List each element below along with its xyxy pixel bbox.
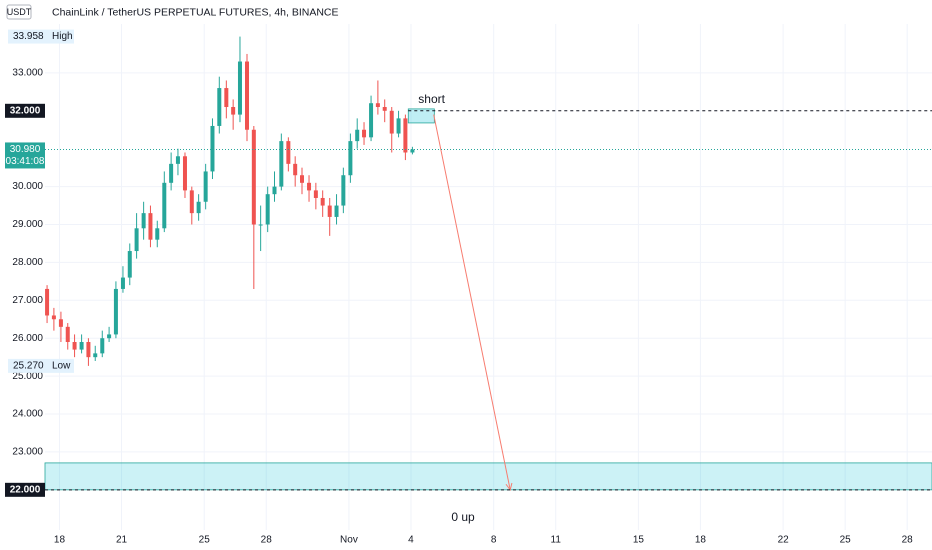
extreme-value: 33.958 [13, 31, 44, 42]
candle-body [382, 107, 387, 111]
extreme-text: High [52, 31, 73, 42]
extreme-value: 25.270 [13, 361, 44, 372]
y-tick-label: 24.000 [12, 409, 43, 420]
x-tick-label: 11 [551, 535, 562, 546]
y-tick-label: 23.000 [12, 447, 43, 458]
candle-body [410, 149, 415, 153]
candle-body [100, 338, 105, 354]
level-label-box [5, 482, 45, 497]
x-tick-label: 18 [695, 535, 707, 546]
candle-body [182, 156, 187, 191]
candle-body [348, 141, 353, 176]
candle-body [189, 190, 194, 214]
candle-body [162, 182, 167, 229]
candle-body [210, 125, 215, 172]
candle-body [65, 326, 70, 343]
candle-body [231, 107, 236, 115]
short-label: short [418, 92, 445, 106]
candle-body [396, 118, 401, 134]
candle-body [293, 163, 298, 176]
level-label: 22.000 [10, 484, 41, 495]
candle-body [375, 103, 380, 108]
note: 0 up [451, 510, 475, 524]
y-tick-label: 29.000 [12, 219, 43, 230]
x-tick-label: Nov [340, 535, 358, 546]
candle-body [313, 190, 318, 198]
candle-body [141, 213, 146, 229]
last-price-box [5, 142, 45, 169]
candle-body [45, 288, 50, 316]
candle-body [286, 141, 291, 164]
x-tick-label: 8 [491, 535, 497, 546]
x-tick-label: 25 [840, 535, 852, 546]
candle-body [107, 334, 112, 339]
candle-body [134, 228, 139, 252]
candle-body [258, 224, 263, 226]
candle-body [196, 201, 201, 214]
candle-body [58, 319, 63, 327]
candle-body [265, 194, 270, 225]
candle-body [169, 163, 174, 183]
candle-body [217, 88, 222, 126]
candle-body [389, 110, 394, 134]
x-tick-label: 21 [116, 535, 128, 546]
candle-body [175, 156, 180, 164]
extreme-text: Low [52, 361, 71, 372]
candle-body [300, 175, 305, 183]
y-tick-label: 27.000 [12, 295, 43, 306]
candle-body [120, 277, 125, 289]
candle-body [148, 213, 153, 240]
level-label-box [5, 103, 45, 118]
chart-title: ChainLink / TetherUS PERPETUAL FUTURES, … [52, 6, 339, 18]
candle-body [355, 129, 360, 142]
symbol-badge: USDT [7, 7, 32, 17]
x-tick-label: 4 [408, 535, 414, 546]
candle-body [334, 205, 339, 217]
candle-body [245, 61, 250, 130]
extreme-box [8, 29, 74, 44]
candle-body [369, 103, 374, 138]
candle-body [272, 186, 277, 195]
candle-body [72, 342, 77, 350]
candle-body [341, 175, 346, 206]
candle-body [86, 342, 91, 358]
candle-body [127, 251, 132, 278]
x-tick-label: 22 [778, 535, 790, 546]
candle-body [307, 182, 312, 191]
y-tick-label: 30.000 [12, 181, 43, 192]
arrow-head [505, 482, 513, 491]
candle-body [327, 205, 332, 217]
candle-body [279, 141, 284, 187]
target-zone [44, 462, 932, 491]
candle-body [362, 129, 367, 138]
candle-body [51, 315, 56, 320]
extreme-box [8, 358, 74, 373]
candle-body [155, 228, 160, 240]
candle-body [113, 288, 118, 335]
candle-body [79, 342, 84, 350]
y-tick-label: 25.000 [12, 371, 43, 382]
x-tick-label: 18 [54, 535, 66, 546]
x-tick-label: 15 [633, 535, 645, 546]
candle-body [320, 197, 325, 206]
level-label: 32.000 [10, 105, 41, 116]
y-tick-label: 28.000 [12, 257, 43, 268]
x-tick-label: 28 [902, 535, 914, 546]
candle-body [251, 129, 256, 225]
x-tick-label: 25 [199, 535, 211, 546]
y-tick-label: 33.000 [12, 68, 43, 79]
candle-body [237, 61, 242, 115]
symbol-badge-box [6, 4, 32, 20]
candle-body [203, 171, 208, 202]
countdown: 03:41:08 [6, 156, 45, 167]
y-tick-label: 26.000 [12, 333, 43, 344]
last-price-label: 30.980 [10, 144, 41, 155]
projection-arrow [433, 114, 511, 490]
candle-body [93, 353, 98, 358]
x-tick-label: 28 [261, 535, 273, 546]
candle-body [403, 118, 408, 153]
candle-body [224, 88, 229, 108]
